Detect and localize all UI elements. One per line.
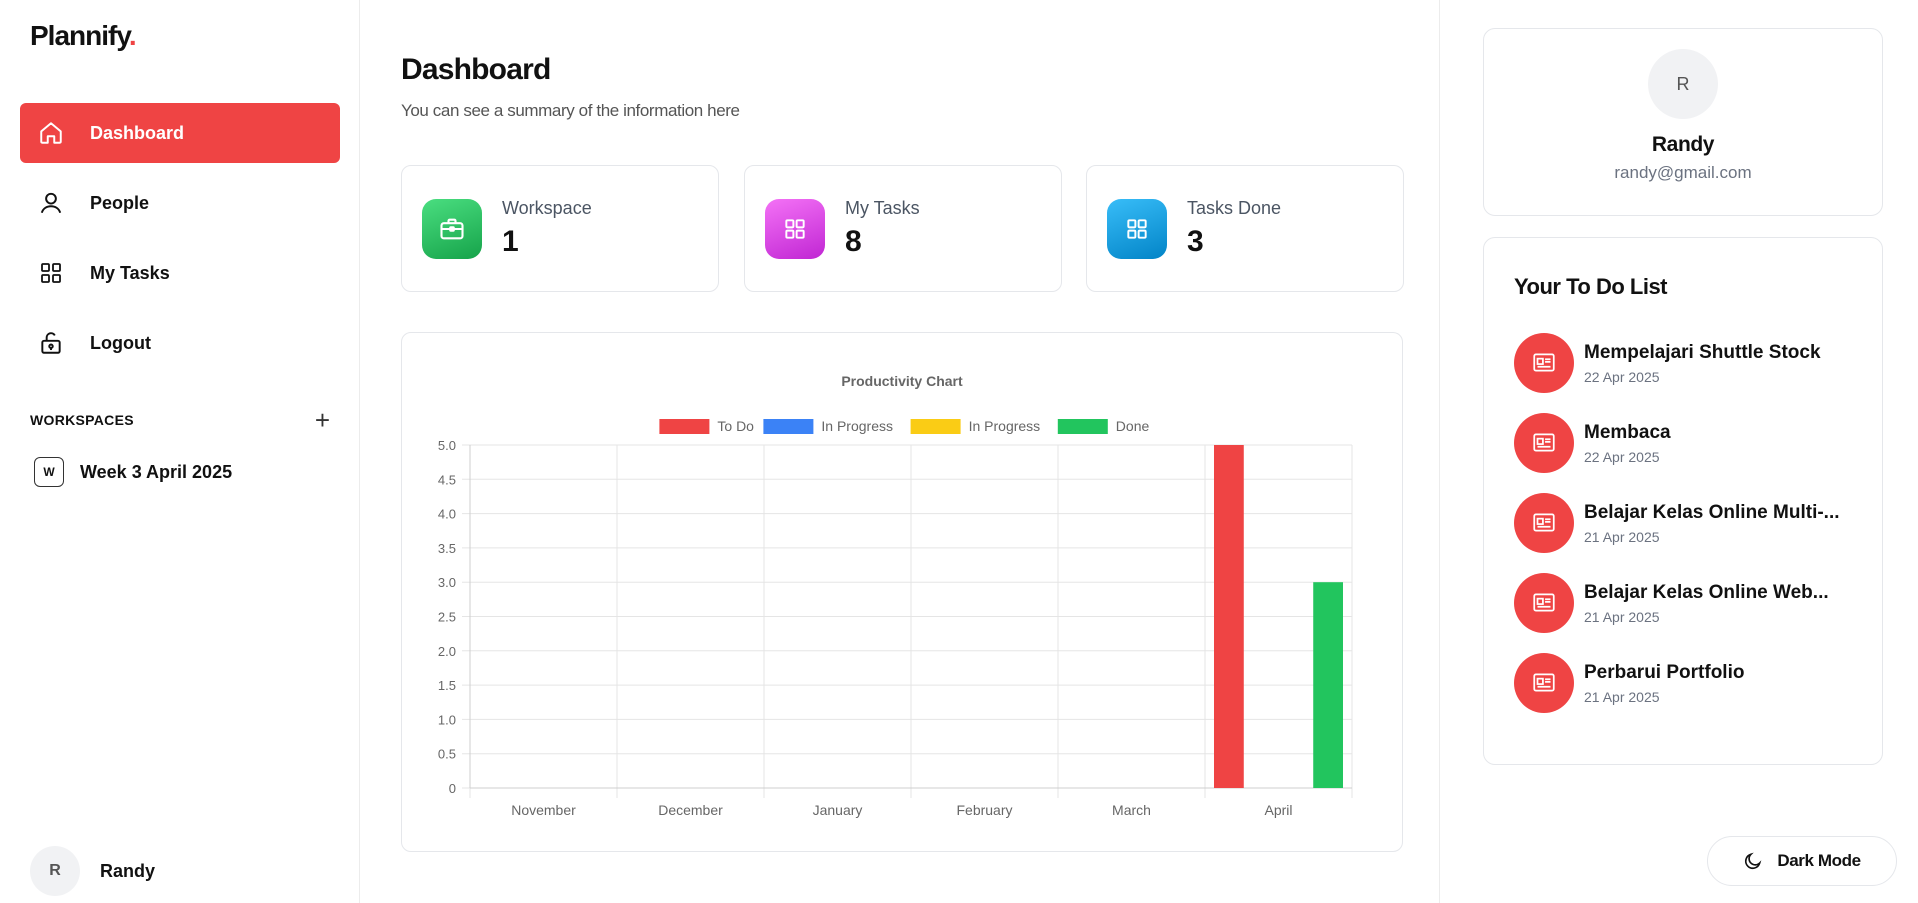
- newspaper-icon: [1514, 653, 1574, 713]
- todo-item[interactable]: Belajar Kelas Online Web... 21 Apr 2025: [1514, 573, 1854, 633]
- todo-date: 21 Apr 2025: [1584, 608, 1660, 625]
- todo-name: Perbarui Portfolio: [1584, 661, 1745, 683]
- lock-icon: [36, 328, 66, 358]
- page-title: Dashboard: [401, 53, 551, 86]
- x-tick-label: December: [658, 802, 723, 818]
- dark-mode-label: Dark Mode: [1777, 851, 1861, 870]
- workspaces-header: WORKSPACES +: [30, 405, 330, 435]
- legend-swatch: [659, 419, 710, 434]
- legend-label: In Progress: [969, 418, 1041, 434]
- sidebar-item-label: Dashboard: [90, 122, 185, 143]
- y-tick-label: 1.0: [438, 712, 456, 727]
- x-tick-label: April: [1264, 802, 1292, 818]
- sidebar-item-label: Logout: [90, 332, 151, 353]
- todo-date: 22 Apr 2025: [1584, 448, 1660, 465]
- legend-swatch: [910, 419, 961, 434]
- newspaper-icon: [1514, 493, 1574, 553]
- stat-card-tasks-done: Tasks Done 3: [1086, 165, 1404, 292]
- todo-date: 22 Apr 2025: [1584, 368, 1660, 385]
- briefcase-icon: [422, 198, 482, 259]
- sidebar-item-label: My Tasks: [90, 262, 170, 283]
- stat-label: Tasks Done: [1187, 198, 1282, 218]
- page-subtitle: You can see a summary of the information…: [401, 101, 740, 120]
- add-workspace-button[interactable]: +: [314, 405, 330, 435]
- x-tick-label: January: [813, 802, 863, 818]
- stat-label: Workspace: [502, 198, 592, 218]
- sidebar-user[interactable]: R Randy: [30, 846, 155, 896]
- workspaces-title: WORKSPACES: [30, 412, 134, 428]
- y-tick-label: 3.0: [438, 575, 456, 590]
- bar: [1313, 582, 1343, 788]
- workspace-label: Week 3 April 2025: [80, 461, 233, 482]
- legend-label: In Progress: [821, 418, 893, 434]
- workspace-badge: W: [34, 457, 64, 487]
- legend-swatch: [1057, 419, 1108, 434]
- todo-title: Your To Do List: [1514, 274, 1668, 299]
- todo-card: Your To Do List Mempelajari Shuttle Stoc…: [1483, 237, 1883, 765]
- stat-card-workspace: Workspace 1: [401, 165, 719, 292]
- app-logo[interactable]: Plannify.: [30, 20, 137, 51]
- user-name: Randy: [100, 860, 156, 881]
- stat-card-my-tasks: My Tasks 8: [744, 165, 1062, 292]
- legend-label: To Do: [717, 418, 754, 434]
- chart-title: Productivity Chart: [841, 373, 963, 389]
- y-tick-label: 2.0: [438, 644, 456, 659]
- moon-icon: [1743, 851, 1763, 871]
- newspaper-icon: [1514, 413, 1574, 473]
- productivity-chart: Productivity Chart To Do In Progress In Pro…: [438, 373, 1353, 818]
- stat-value: 3: [1187, 225, 1204, 258]
- bar: [1214, 445, 1244, 788]
- stat-value: 1: [502, 225, 519, 258]
- y-tick-label: 2.5: [438, 610, 456, 625]
- dark-mode-button[interactable]: Dark Mode: [1707, 836, 1897, 886]
- profile-card: R Randy randy@gmail.com: [1483, 28, 1883, 216]
- x-tick-label: November: [511, 802, 576, 818]
- newspaper-icon: [1514, 573, 1574, 633]
- grid-icon: [765, 198, 825, 259]
- grid-icon: [1107, 198, 1167, 259]
- productivity-chart-card: Productivity Chart To Do In Progress In Pro…: [401, 332, 1403, 852]
- sidebar-item-logout[interactable]: Logout: [20, 313, 340, 373]
- legend-label: Done: [1116, 418, 1150, 434]
- avatar: R: [30, 846, 80, 896]
- right-panel: R Randy randy@gmail.com Your To Do List …: [1441, 0, 1918, 903]
- todo-item[interactable]: Belajar Kelas Online Multi-... 21 Apr 20…: [1514, 493, 1854, 553]
- y-tick-label: 5.0: [438, 438, 456, 453]
- legend-swatch: [763, 419, 814, 434]
- todo-name: Belajar Kelas Online Web...: [1584, 581, 1829, 603]
- y-tick-label: 0: [449, 781, 456, 796]
- todo-date: 21 Apr 2025: [1584, 688, 1660, 705]
- todo-date: 21 Apr 2025: [1584, 528, 1660, 545]
- todo-name: Mempelajari Shuttle Stock: [1584, 341, 1821, 363]
- avatar: R: [1648, 49, 1718, 119]
- sidebar-item-dashboard[interactable]: Dashboard: [20, 103, 340, 163]
- y-tick-label: 4.0: [438, 507, 456, 522]
- profile-email: randy@gmail.com: [1614, 163, 1752, 182]
- todo-item[interactable]: Mempelajari Shuttle Stock 22 Apr 2025: [1514, 333, 1854, 393]
- todo-item[interactable]: Perbarui Portfolio 21 Apr 2025: [1514, 653, 1854, 713]
- sidebar: Plannify. Dashboard People My Tasks Logo…: [0, 0, 360, 903]
- y-tick-label: 4.5: [438, 472, 456, 487]
- newspaper-icon: [1514, 333, 1574, 393]
- workspace-item[interactable]: W Week 3 April 2025: [34, 457, 232, 487]
- x-tick-label: February: [956, 802, 1012, 818]
- profile-name: Randy: [1651, 133, 1715, 156]
- x-tick-label: March: [1112, 802, 1151, 818]
- todo-item[interactable]: Membaca 22 Apr 2025: [1514, 413, 1854, 473]
- main-content: Dashboard You can see a summary of the i…: [361, 0, 1440, 903]
- y-tick-label: 0.5: [438, 747, 456, 762]
- grid-icon: [36, 258, 66, 288]
- todo-name: Belajar Kelas Online Multi-...: [1584, 501, 1840, 523]
- user-icon: [36, 188, 66, 218]
- stat-label: My Tasks: [845, 198, 920, 218]
- y-tick-label: 1.5: [438, 678, 456, 693]
- home-icon: [36, 118, 66, 148]
- sidebar-item-my-tasks[interactable]: My Tasks: [20, 243, 340, 303]
- sidebar-item-people[interactable]: People: [20, 173, 340, 233]
- stat-value: 8: [845, 225, 862, 258]
- sidebar-item-label: People: [90, 192, 150, 213]
- todo-name: Membaca: [1584, 421, 1671, 443]
- y-tick-label: 3.5: [438, 541, 456, 556]
